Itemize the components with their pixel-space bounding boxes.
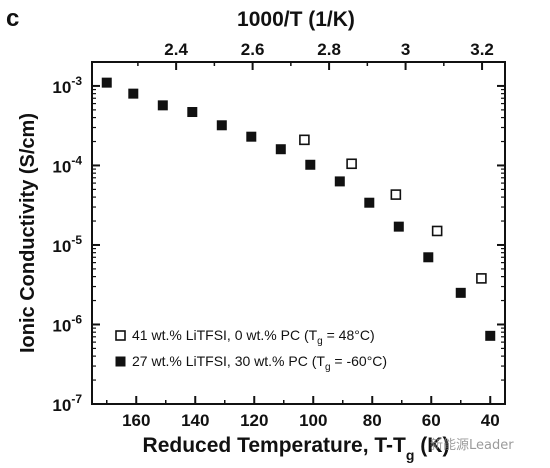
data-point-filled-square <box>485 330 496 341</box>
legend-marker-filled <box>115 356 126 367</box>
legend-marker-open <box>115 330 126 341</box>
top-tick-label: 2.6 <box>241 40 265 59</box>
data-point-filled-square <box>157 100 168 111</box>
x-tick-label: 100 <box>299 411 327 430</box>
watermark: 新能源Leader <box>430 438 514 453</box>
legend-label-series-1: 41 wt.% LiTFSI, 0 wt.% PC (Tg = 48°C) <box>132 327 375 347</box>
y-axis-ticks: 10-7 10-6 10-5 10-4 10-3 <box>52 74 505 415</box>
data-point-filled-square <box>246 131 257 142</box>
top-tick-label: 2.8 <box>317 40 341 59</box>
legend-label-series-2: 27 wt.% LiTFSI, 30 wt.% PC (Tg = -60°C) <box>132 353 387 373</box>
y-tick-label: 10-7 <box>52 392 82 415</box>
panel-label: c <box>6 5 19 32</box>
x-tick-label: 120 <box>240 411 268 430</box>
y-tick-label: 10-3 <box>52 74 82 97</box>
data-point-filled-square <box>305 159 316 170</box>
data-point-open-square <box>390 189 402 200</box>
x-tick-label: 60 <box>422 411 441 430</box>
plot-frame <box>91 61 506 405</box>
data-point-filled-square <box>187 107 198 118</box>
data-point-filled-square <box>334 176 345 187</box>
top-axis-ticks: 2.4 2.6 2.8 3 3.2 <box>137 40 494 70</box>
data-point-open-square <box>476 273 487 284</box>
x-axis-label: Reduced Temperature, T-Tg (K) <box>143 434 450 463</box>
x-axis-ticks: 160 140 120 100 80 60 40 <box>106 396 500 430</box>
x-tick-label: 40 <box>481 411 500 430</box>
data-point-open-square <box>299 134 310 146</box>
top-tick-label: 2.4 <box>164 40 188 59</box>
data-point-filled-square <box>128 88 139 99</box>
data-point-open-square <box>431 225 443 237</box>
data-point-filled-square <box>216 120 227 131</box>
data-point-filled-square <box>423 252 434 263</box>
data-point-filled-square <box>101 77 112 88</box>
top-axis-label: 1000/T (1/K) <box>237 8 355 31</box>
y-tick-label: 10-6 <box>52 312 82 335</box>
data-point-filled-square <box>455 287 466 298</box>
x-tick-label: 80 <box>363 411 382 430</box>
y-tick-label: 10-4 <box>52 153 82 176</box>
top-tick-label: 3 <box>401 40 410 59</box>
top-tick-label: 3.2 <box>470 40 494 59</box>
legend: 41 wt.% LiTFSI, 0 wt.% PC (Tg = 48°C) 27… <box>115 327 387 373</box>
data-point-filled-square <box>393 221 404 232</box>
y-axis-label: Ionic Conductivity (S/cm) <box>17 113 39 353</box>
x-tick-label: 160 <box>122 411 150 430</box>
data-point-filled-square <box>275 144 286 155</box>
x-tick-label: 140 <box>181 411 209 430</box>
data-point-open-square <box>346 158 357 170</box>
data-point-filled-square <box>364 197 375 208</box>
y-tick-label: 10-5 <box>52 233 82 256</box>
data-points <box>101 77 496 341</box>
